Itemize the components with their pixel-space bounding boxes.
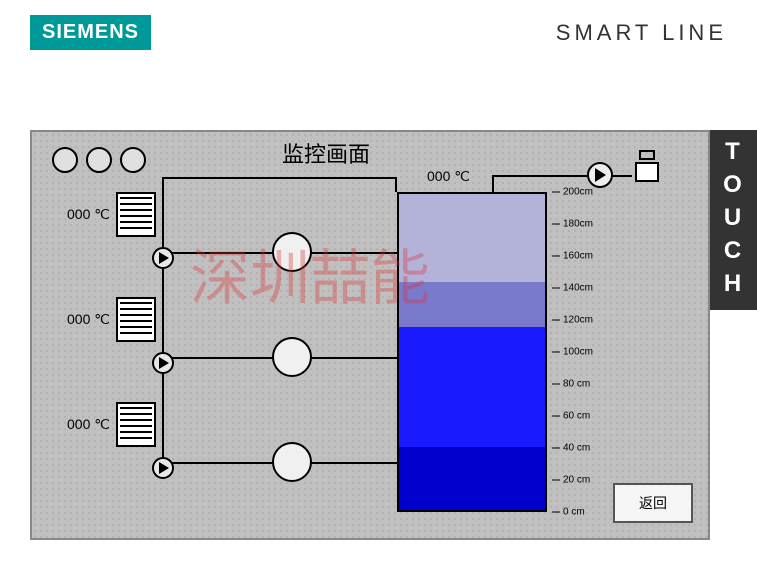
temperature-readout: 000 ℃ bbox=[67, 416, 110, 433]
scale-tick: 100cm bbox=[552, 347, 593, 358]
tank-level-band bbox=[399, 194, 545, 282]
radiator-icon bbox=[116, 297, 156, 342]
scale-tick: 80 cm bbox=[552, 379, 590, 390]
tank-level-band bbox=[399, 447, 545, 510]
siemens-logo: SIEMENS bbox=[30, 15, 151, 50]
temperature-readout: 000 ℃ bbox=[67, 311, 110, 328]
radiator-icon bbox=[116, 402, 156, 447]
pipe bbox=[162, 177, 164, 477]
scale-tick: 20 cm bbox=[552, 475, 590, 486]
scale-tick: 40 cm bbox=[552, 443, 590, 454]
temperature-readout: 000 ℃ bbox=[67, 206, 110, 223]
radiator-icon bbox=[116, 192, 156, 237]
status-indicator[interactable] bbox=[86, 147, 112, 173]
status-indicator[interactable] bbox=[120, 147, 146, 173]
pump-icon[interactable] bbox=[272, 337, 312, 377]
status-indicator[interactable] bbox=[52, 147, 78, 173]
small-pump-icon[interactable] bbox=[152, 457, 174, 479]
scale-tick: 0 cm bbox=[552, 507, 585, 518]
header: SIEMENS SMART LINE bbox=[0, 0, 757, 60]
scale-tick: 180cm bbox=[552, 219, 593, 230]
heater-unit: 000 ℃ bbox=[67, 402, 156, 447]
panel-title: 监控画面 bbox=[282, 137, 370, 169]
heater-unit: 000 ℃ bbox=[67, 192, 156, 237]
pipe bbox=[492, 175, 494, 192]
product-line-label: SMART LINE bbox=[556, 20, 727, 46]
tank-temperature-readout: 000 ℃ bbox=[427, 168, 470, 185]
tank-level-band bbox=[399, 282, 545, 326]
small-pump-icon[interactable] bbox=[152, 247, 174, 269]
touch-side-label: TOUCH bbox=[707, 130, 757, 310]
pump-icon[interactable] bbox=[272, 232, 312, 272]
scale-tick: 120cm bbox=[552, 315, 593, 326]
heater-unit: 000 ℃ bbox=[67, 297, 156, 342]
outlet-pump-icon[interactable] bbox=[587, 162, 613, 188]
pump-icon[interactable] bbox=[272, 442, 312, 482]
tank-level-band bbox=[399, 327, 545, 447]
hmi-panel: 监控画面 000 ℃ 000 ℃ 000 ℃ 000 ℃ 200cm 180cm 1… bbox=[30, 130, 710, 540]
scale-tick: 140cm bbox=[552, 283, 593, 294]
scale-tick: 60 cm bbox=[552, 411, 590, 422]
back-button[interactable]: 返回 bbox=[613, 483, 693, 523]
indicator-row bbox=[52, 147, 146, 173]
scale-tick: 200cm bbox=[552, 187, 593, 198]
pipe bbox=[395, 177, 397, 192]
scale-tick: 160cm bbox=[552, 251, 593, 262]
pipe bbox=[162, 177, 397, 179]
small-pump-icon[interactable] bbox=[152, 352, 174, 374]
tank-level-display bbox=[397, 192, 547, 512]
tank-scale: 200cm180cm160cm140cm120cm100cm80 cm60 cm… bbox=[552, 192, 602, 512]
valve-icon[interactable] bbox=[632, 150, 662, 190]
